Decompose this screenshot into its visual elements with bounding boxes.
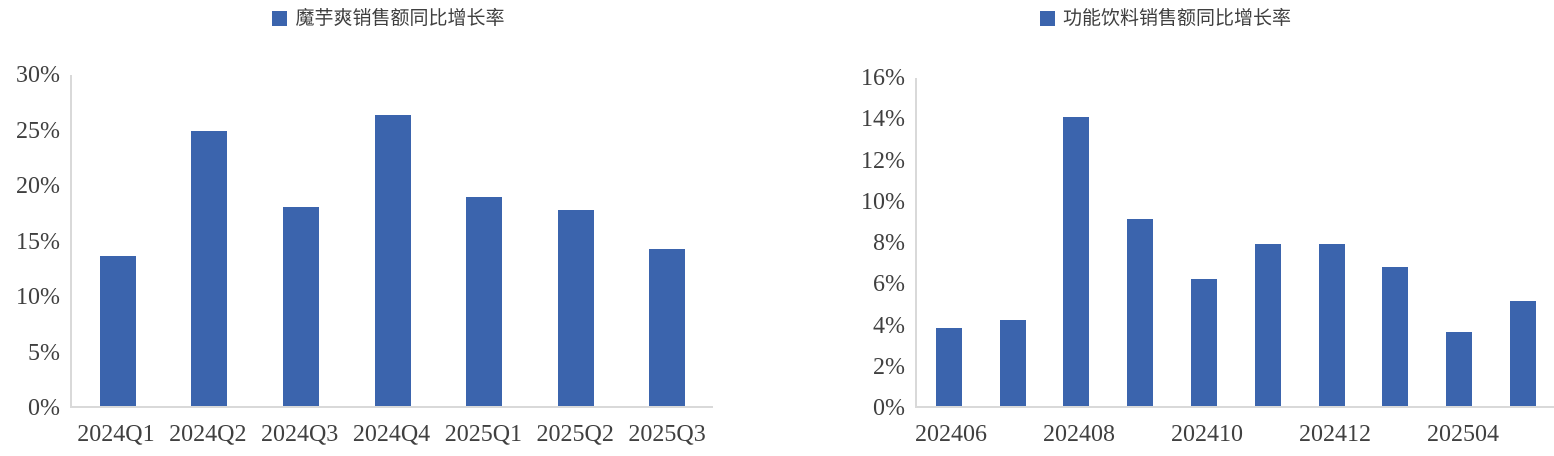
bar-slot	[164, 75, 256, 406]
y-tick-label: 16%	[861, 65, 905, 91]
legend: 功能饮料销售额同比增长率	[777, 5, 1554, 31]
chart-konjac-sales-yoy: 魔芋爽销售额同比增长率 30% 25% 20% 15% 10% 5% 0% 2024Q1 20…	[0, 5, 777, 449]
y-tick-label: 30%	[16, 62, 60, 88]
bar	[191, 131, 228, 406]
bar-slot	[530, 75, 622, 406]
x-tick-label: 202504	[1427, 421, 1499, 447]
bar	[1318, 244, 1345, 406]
bar-slot	[255, 75, 347, 406]
y-tick-label: 0%	[873, 395, 905, 421]
bar	[1127, 219, 1154, 406]
bar-slot	[347, 75, 439, 406]
x-tick-label	[1371, 420, 1427, 449]
x-tick-label: 2025Q2	[536, 421, 614, 447]
bar-slot	[1300, 78, 1364, 406]
x-tick-label: 2025Q3	[628, 421, 706, 447]
bar-slot	[438, 75, 530, 406]
y-tick-label: 0%	[28, 395, 60, 421]
x-tick-label: 2024Q3	[260, 421, 339, 447]
x-tick-label	[987, 420, 1043, 449]
y-tick-label: 12%	[861, 147, 905, 174]
y-tick-label: 8%	[873, 230, 905, 256]
bar	[999, 319, 1026, 406]
x-tick-label: 2025Q1	[444, 421, 523, 447]
bar	[1191, 278, 1218, 406]
x-tick-label: 2024Q4	[352, 421, 431, 447]
bar-slot	[621, 75, 713, 406]
plot-area	[915, 78, 1554, 408]
bar-slot	[1045, 78, 1109, 406]
y-tick-label: 4%	[873, 312, 905, 339]
legend-label: 功能饮料销售额同比增长率	[1062, 7, 1291, 29]
bar-slot	[1236, 78, 1300, 406]
legend: 魔芋爽销售额同比增长率	[0, 5, 777, 31]
bars	[917, 78, 1554, 406]
bar-slot	[981, 78, 1045, 406]
bar-slot	[1172, 78, 1236, 406]
x-tick-label	[1499, 420, 1554, 449]
chart-energy-drink-sales-yoy: 功能饮料销售额同比增长率 16% 14% 12% 10% 8% 6% 4% 2% 0% 2024…	[777, 0, 1554, 456]
x-tick-label	[1243, 420, 1299, 449]
y-tick-label: 20%	[16, 173, 60, 199]
bar-slot	[1108, 78, 1172, 406]
bar	[649, 249, 686, 406]
bar	[374, 114, 411, 406]
y-tick-label: 14%	[861, 106, 905, 133]
x-tick-label: 202408	[1043, 421, 1115, 447]
x-tick-label: 2024Q1	[77, 421, 155, 447]
x-tick-label: 2024Q2	[169, 421, 247, 447]
y-tick-label: 5%	[28, 339, 60, 366]
legend-swatch-icon	[1039, 10, 1055, 26]
bar-slot	[917, 78, 981, 406]
bar	[282, 207, 319, 406]
bar	[1254, 244, 1281, 406]
bar	[466, 197, 503, 406]
y-tick-label: 6%	[873, 271, 905, 298]
y-tick-label: 2%	[873, 353, 905, 380]
x-axis-tick-labels: 202406 202408 202410 202412 202504	[915, 420, 1554, 449]
bar	[1446, 332, 1473, 406]
bar	[557, 209, 594, 406]
bar-slot	[1427, 78, 1491, 406]
bar	[99, 255, 136, 406]
x-tick-label	[1115, 420, 1171, 449]
y-tick-label: 25%	[16, 117, 60, 144]
plot-area	[70, 75, 713, 408]
bar	[1382, 266, 1409, 406]
x-tick-label: 202406	[915, 421, 987, 447]
y-axis-tick-labels: 30% 25% 20% 15% 10% 5% 0%	[0, 63, 60, 420]
legend-label: 魔芋爽销售额同比增长率	[295, 7, 505, 29]
x-tick-label: 202412	[1299, 421, 1371, 447]
legend-swatch-icon	[272, 10, 288, 26]
y-tick-label: 10%	[861, 188, 905, 215]
bar-slot	[1364, 78, 1428, 406]
bar	[1510, 301, 1537, 406]
bar-slot	[72, 75, 164, 406]
bar-slot	[1491, 78, 1554, 406]
y-axis-tick-labels: 16% 14% 12% 10% 8% 6% 4% 2% 0%	[777, 66, 905, 420]
bar	[935, 328, 962, 406]
x-tick-label: 202410	[1171, 421, 1243, 447]
bars	[72, 75, 713, 406]
x-axis-tick-labels: 2024Q1 2024Q2 2024Q3 2024Q4 2025Q1 2025Q2 2025…	[70, 420, 713, 449]
y-tick-label: 10%	[16, 284, 60, 310]
y-tick-label: 15%	[16, 228, 60, 255]
bar	[1063, 116, 1090, 406]
